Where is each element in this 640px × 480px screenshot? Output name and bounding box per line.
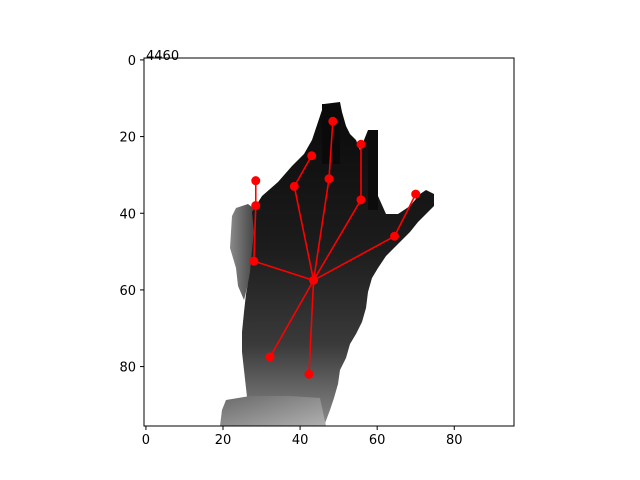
x-tick-label: 0 <box>142 433 150 448</box>
joint-ring-pip <box>356 195 366 205</box>
x-tick-label: 80 <box>446 433 463 448</box>
joint-little-pip <box>390 231 400 241</box>
x-tick-label: 60 <box>369 433 386 448</box>
y-tick-label: 80 <box>119 361 136 376</box>
bone-little-pip-to-little-tip <box>393 193 417 237</box>
joint-thumb-pip <box>251 201 261 211</box>
joint-palm-base-left <box>265 352 275 362</box>
joint-ring-tip <box>356 139 366 149</box>
hand-depth-image <box>220 102 434 426</box>
x-tick-label: 20 <box>215 433 232 448</box>
bone-wrist-to-little-pip <box>313 235 395 282</box>
axis-ticks: 0 20 40 60 80 0 20 40 60 80 <box>119 54 462 448</box>
joint-wrist <box>309 275 319 285</box>
bone-wrist-to-thumb-mcp <box>253 260 314 282</box>
y-tick-label: 20 <box>119 131 136 146</box>
axes-frame <box>143 57 515 427</box>
joint-middle-tip <box>328 116 338 126</box>
bone-index-pip-to-index-tip <box>293 155 313 187</box>
joint-palm-base-right <box>304 369 314 379</box>
y-tick-label: 0 <box>128 54 136 69</box>
y-tick-label: 40 <box>119 207 136 222</box>
joint-index-tip <box>307 151 317 161</box>
hand-skeleton <box>249 116 421 379</box>
bone-wrist-to-middle-pip <box>312 178 330 281</box>
figure-title: 4460 <box>146 49 179 64</box>
bone-wrist-to-ring-pip <box>312 199 362 281</box>
joint-thumb-tip <box>251 176 261 186</box>
bone-wrist-to-index-pip <box>293 186 315 281</box>
x-tick-label: 40 <box>292 433 309 448</box>
bone-middle-pip-to-middle-tip <box>328 121 334 179</box>
joint-thumb-mcp <box>249 256 259 266</box>
joint-index-pip <box>289 181 299 191</box>
hand-silhouette <box>242 102 434 426</box>
bone-thumb-mcp-to-thumb-pip <box>253 205 257 262</box>
joint-little-tip <box>411 189 421 199</box>
finger-shadow <box>368 130 378 210</box>
joint-middle-pip <box>324 174 334 184</box>
bone-wrist-to-palm-base-left <box>269 279 315 358</box>
bone-wrist-to-palm-base-right <box>308 280 315 375</box>
y-tick-label: 60 <box>119 284 136 299</box>
hand-wrist-region <box>220 396 326 426</box>
hand-thumb-region <box>230 204 258 300</box>
